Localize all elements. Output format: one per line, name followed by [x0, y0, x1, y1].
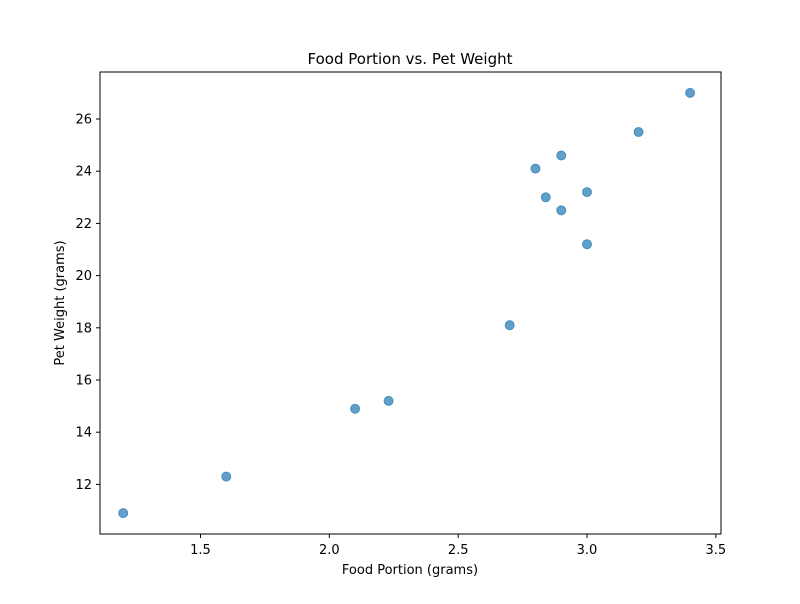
- scatter-point: [530, 163, 541, 174]
- scatter-point: [350, 403, 361, 414]
- scatter-point: [582, 187, 593, 198]
- y-tick-label: 22: [75, 217, 92, 232]
- x-tick-label: 3.0: [577, 543, 598, 558]
- y-axis: 12 14 16 18 20 22 24 26: [75, 112, 100, 493]
- y-axis-label: Pet Weight (grams): [53, 240, 68, 365]
- scatter-point: [685, 87, 696, 98]
- x-tick-label: 1.5: [190, 543, 211, 558]
- x-tick-label: 3.5: [706, 543, 727, 558]
- scatter-point: [556, 150, 567, 161]
- plot-area: [99, 71, 722, 535]
- scatter-point: [633, 127, 644, 138]
- chart-title: Food Portion vs. Pet Weight: [308, 50, 513, 68]
- x-tick-label: 2.0: [319, 543, 340, 558]
- scatter-point: [383, 395, 394, 406]
- y-tick-label: 24: [75, 165, 92, 180]
- x-tick-label: 2.5: [448, 543, 469, 558]
- y-tick-label: 14: [75, 426, 92, 441]
- scatter-point: [582, 239, 593, 250]
- y-tick-label: 18: [75, 321, 92, 336]
- data-points: [118, 87, 696, 519]
- y-tick-label: 12: [75, 478, 92, 493]
- y-tick-label: 16: [75, 374, 92, 389]
- y-tick-label: 26: [75, 112, 92, 127]
- x-axis-label: Food Portion (grams): [342, 563, 478, 578]
- scatter-point: [221, 471, 232, 482]
- y-tick-label: 20: [75, 269, 92, 284]
- scatter-point: [540, 192, 551, 203]
- scatter-point: [118, 508, 129, 519]
- scatter-point: [504, 320, 515, 331]
- x-axis: 1.5 2.0 2.5 3.0 3.5: [190, 534, 726, 558]
- scatter-point: [556, 205, 567, 216]
